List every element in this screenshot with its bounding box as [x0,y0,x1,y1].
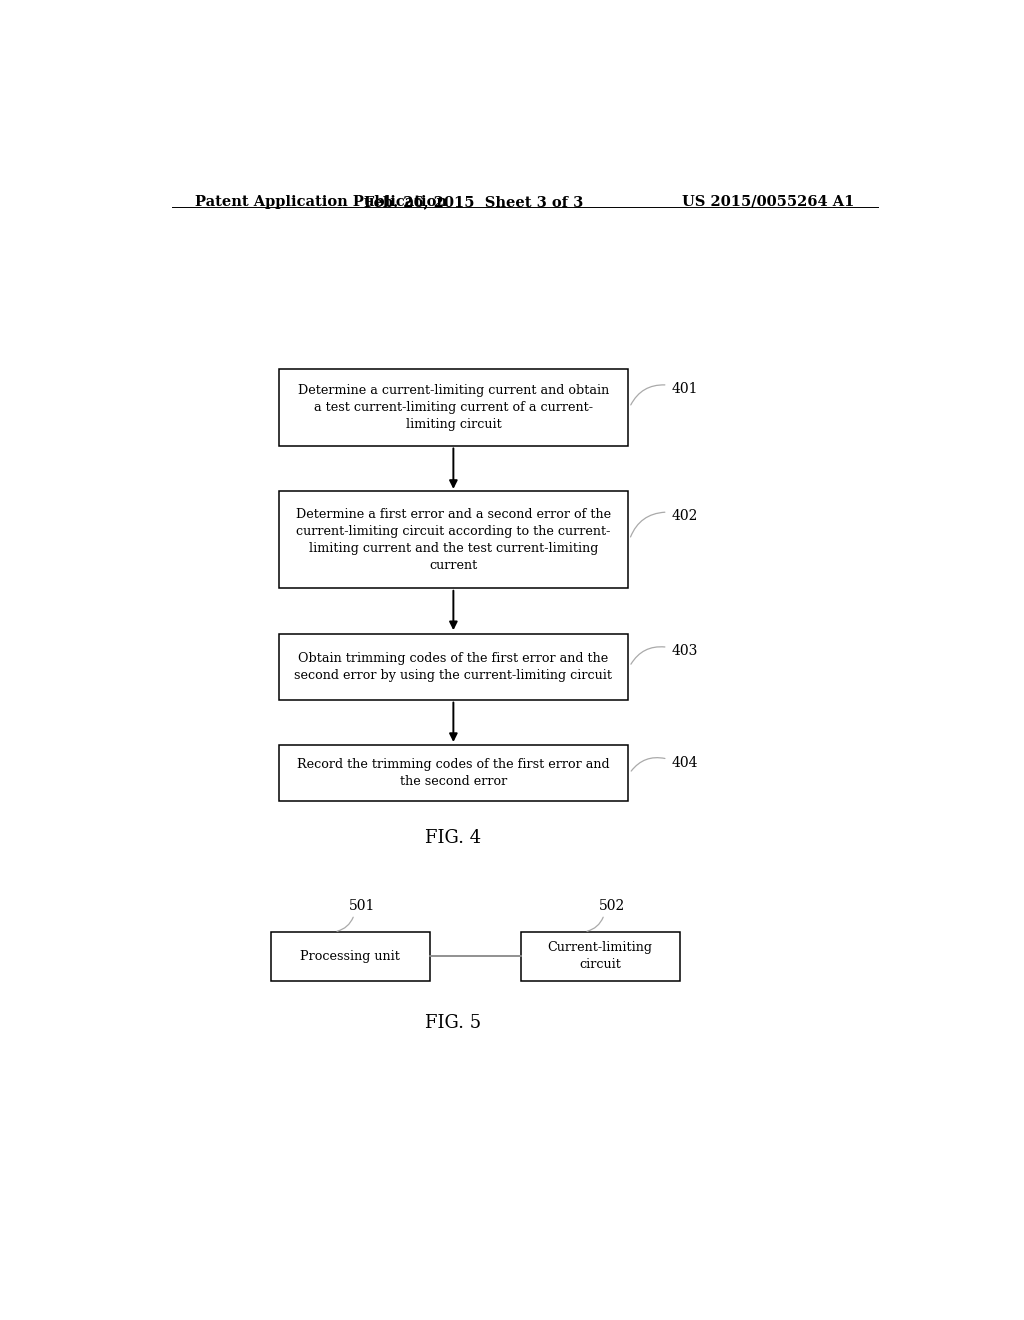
FancyBboxPatch shape [521,932,680,981]
FancyBboxPatch shape [279,370,628,446]
Text: US 2015/0055264 A1: US 2015/0055264 A1 [682,195,854,209]
Text: 401: 401 [672,381,698,396]
FancyBboxPatch shape [270,932,430,981]
FancyBboxPatch shape [279,746,628,801]
Text: Determine a current-limiting current and obtain
a test current-limiting current : Determine a current-limiting current and… [298,384,609,430]
FancyBboxPatch shape [279,634,628,700]
Text: Processing unit: Processing unit [300,950,400,962]
Text: Obtain trimming codes of the first error and the
second error by using the curre: Obtain trimming codes of the first error… [294,652,612,681]
Text: FIG. 4: FIG. 4 [425,829,481,847]
Text: Current-limiting
circuit: Current-limiting circuit [548,941,652,972]
Text: Record the trimming codes of the first error and
the second error: Record the trimming codes of the first e… [297,758,609,788]
Text: 402: 402 [672,510,698,523]
FancyBboxPatch shape [279,491,628,587]
Text: Determine a first error and a second error of the
current-limiting circuit accor: Determine a first error and a second err… [296,508,611,572]
Text: Feb. 26, 2015  Sheet 3 of 3: Feb. 26, 2015 Sheet 3 of 3 [364,195,583,209]
Text: Patent Application Publication: Patent Application Publication [196,195,447,209]
Text: 403: 403 [672,644,698,659]
Text: 502: 502 [599,899,626,912]
Text: FIG. 5: FIG. 5 [425,1014,481,1032]
Text: 501: 501 [349,899,376,912]
Text: 404: 404 [672,756,698,770]
